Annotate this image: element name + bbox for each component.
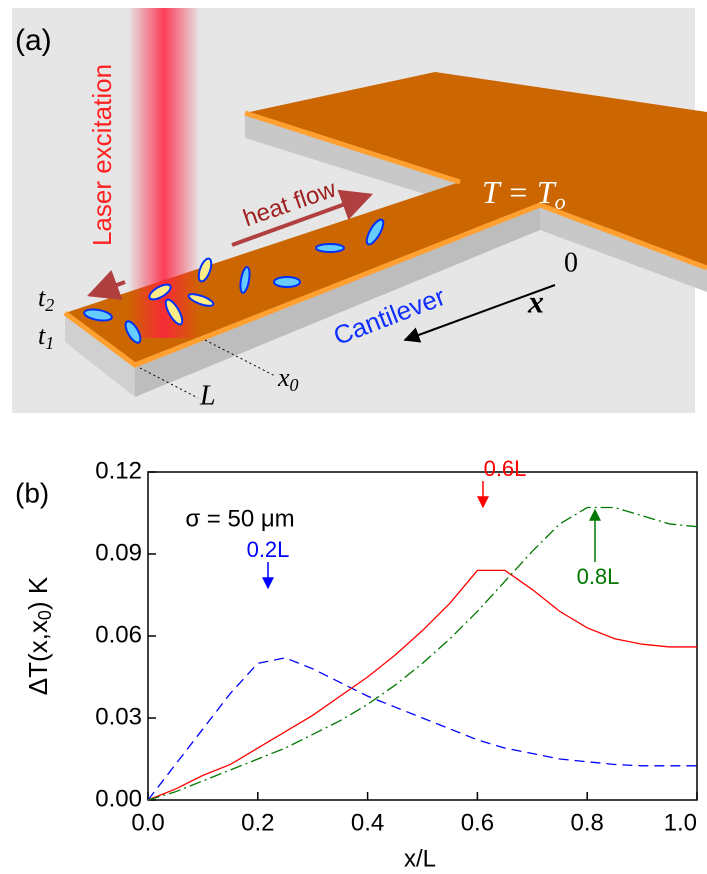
annotation: 0.6L — [484, 456, 527, 481]
x-tick-label: 0.4 — [351, 809, 384, 836]
temp-sub: o — [555, 189, 566, 214]
y-label-text: ΔT(x,x — [23, 620, 53, 695]
x-tick-label: 0.6 — [461, 809, 494, 836]
y-label-tail: ) K — [23, 576, 53, 610]
length-label: L — [199, 380, 216, 411]
annotation: 0.2L — [247, 537, 290, 562]
figure: (a) Laser excitation heat flow T = To 0 … — [0, 0, 707, 874]
panel-label: (b) — [15, 477, 49, 508]
annotation: σ = 50 μm — [185, 505, 294, 532]
illustration: (a) Laser excitation heat flow T = To 0 … — [12, 8, 707, 413]
x-tick-label: 1.0 — [664, 809, 697, 836]
y-tick-label: 0.09 — [95, 539, 142, 566]
t1-sub: 1 — [45, 333, 54, 353]
chart: (b) x/L ΔT(x,x0) K 0.0 0.2 0.4 0.6 0.8 1.0 0.0… — [15, 456, 697, 873]
y-tick-label: 0.00 — [95, 785, 142, 812]
x0-sub: 0 — [290, 375, 299, 395]
temp-text: T = T — [482, 174, 557, 210]
y-tick-label: 0.12 — [95, 457, 142, 484]
x-tick-label: 0.0 — [131, 809, 164, 836]
origin-label: 0 — [564, 247, 578, 278]
y-tick-label: 0.03 — [95, 703, 142, 730]
panel-label: (a) — [15, 24, 52, 57]
series-line — [148, 658, 697, 800]
annotation: 0.8L — [577, 564, 620, 589]
temp-label: T = To — [482, 174, 566, 214]
x-axis-label: x/L — [404, 845, 436, 872]
x-tick-label: 0.8 — [571, 809, 604, 836]
series-line — [148, 508, 697, 800]
y-label-sub: 0 — [35, 610, 55, 620]
t2-sub: 2 — [45, 295, 54, 315]
y-axis-label: ΔT(x,x0) K — [23, 576, 55, 695]
x0-base: x — [277, 363, 290, 392]
y-tick-label: 0.06 — [95, 621, 142, 648]
x-tick-label: 0.2 — [241, 809, 274, 836]
laser-label: Laser excitation — [87, 64, 117, 246]
axis-label: x — [527, 283, 544, 319]
series-line — [148, 570, 697, 800]
